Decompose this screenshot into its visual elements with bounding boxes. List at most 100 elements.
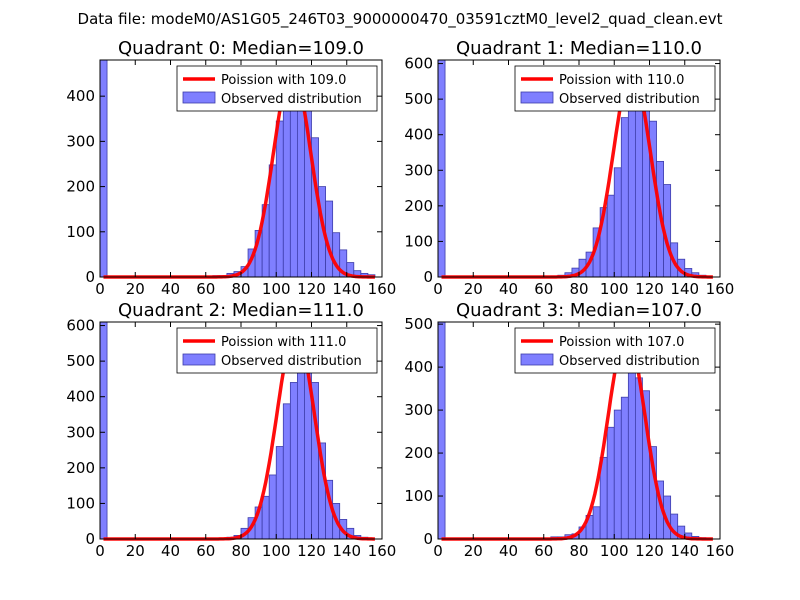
panel-title: Quadrant 2: Median=111.0 [118, 300, 364, 321]
legend-label-fit: Poission with 109.0 [221, 73, 346, 88]
x-tick-label: 60 [196, 542, 215, 560]
legend-box [514, 65, 716, 112]
legend-label-observed: Observed distribution [559, 92, 700, 107]
histogram-bar [437, 59, 446, 278]
x-tick-label: 60 [534, 542, 553, 560]
x-tick-label: 20 [464, 280, 483, 298]
histogram-bar [606, 194, 615, 278]
x-tick-label: 120 [635, 280, 664, 298]
y-tick-label: 0 [423, 268, 433, 286]
x-tick-label: 140 [670, 542, 699, 560]
panel-title: Quadrant 1: Median=110.0 [456, 38, 702, 59]
legend-bar-swatch [182, 353, 216, 366]
x-tick-label: 40 [161, 542, 180, 560]
y-tick-label: 0 [85, 268, 95, 286]
x-tick-label: 40 [499, 542, 518, 560]
x-tick-label: 80 [231, 280, 250, 298]
histogram-bar [620, 396, 629, 540]
x-tick-label: 100 [262, 542, 291, 560]
histogram-bar [282, 403, 291, 540]
legend: Poission with 111.0 Observed distribution [176, 327, 378, 374]
quadrant-1-panel: Quadrant 1: Median=110.0 0 20 40 60 80 100 120 1… [404, 38, 734, 298]
y-tick-label: 500 [66, 352, 95, 370]
legend-box [176, 65, 378, 112]
panel-title: Quadrant 0: Median=109.0 [118, 38, 364, 59]
legend-label-fit: Poission with 110.0 [559, 73, 684, 88]
legend-bar-swatch [182, 91, 216, 104]
x-tick-label: 80 [231, 542, 250, 560]
legend-box [176, 327, 378, 374]
x-tick-label: 40 [499, 280, 518, 298]
histogram-bar [606, 426, 615, 540]
legend-label-observed: Observed distribution [221, 354, 362, 369]
histogram-bar [282, 110, 291, 278]
histogram-bar [275, 446, 284, 540]
y-tick-label: 100 [66, 494, 95, 512]
histogram-bar [275, 120, 284, 278]
y-tick-label: 100 [404, 487, 433, 505]
x-tick-label: 160 [706, 280, 735, 298]
y-tick-label: 200 [66, 178, 95, 196]
quadrant-0-panel: Quadrant 0: Median=109.0 0 20 40 60 80 100 120 1… [66, 38, 396, 298]
legend-box [514, 327, 716, 374]
y-tick-label: 300 [404, 401, 433, 419]
legend: Poission with 110.0 Observed distribution [514, 65, 716, 112]
y-tick-label: 0 [423, 530, 433, 548]
x-tick-label: 160 [368, 542, 397, 560]
histogram-bar [268, 474, 277, 540]
x-tick-label: 80 [569, 280, 588, 298]
quadrant-2-panel: Quadrant 2: Median=111.0 0 20 40 60 80 100 120 1… [66, 300, 396, 560]
x-tick-label: 60 [534, 280, 553, 298]
y-tick-label: 100 [66, 223, 95, 241]
x-tick-label: 120 [635, 542, 664, 560]
x-tick-label: 0 [95, 280, 105, 298]
x-tick-label: 120 [297, 280, 326, 298]
histogram-bar [613, 167, 622, 278]
figure-suptitle: Data file: modeM0/AS1G05_246T03_90000004… [78, 10, 723, 29]
legend-bar-swatch [520, 91, 554, 104]
y-tick-label: 500 [404, 315, 433, 333]
x-tick-label: 0 [433, 542, 443, 560]
x-tick-label: 100 [262, 280, 291, 298]
histogram-bar [613, 409, 622, 540]
y-tick-label: 300 [66, 423, 95, 441]
y-tick-label: 600 [404, 55, 433, 73]
y-tick-label: 100 [404, 232, 433, 250]
y-tick-label: 600 [66, 317, 95, 335]
x-tick-label: 20 [126, 542, 145, 560]
legend-label-observed: Observed distribution [559, 354, 700, 369]
histogram-bar [99, 321, 108, 540]
y-tick-label: 200 [404, 197, 433, 215]
y-tick-label: 300 [404, 161, 433, 179]
y-tick-label: 500 [404, 90, 433, 108]
x-tick-label: 100 [600, 542, 629, 560]
legend-label-fit: Poission with 111.0 [221, 335, 346, 350]
histogram-bar [592, 506, 601, 540]
histogram-bar [627, 88, 636, 278]
panel-title: Quadrant 3: Median=107.0 [456, 300, 702, 321]
y-tick-label: 200 [66, 459, 95, 477]
legend: Poission with 109.0 Observed distribution [176, 65, 378, 112]
x-tick-label: 40 [161, 280, 180, 298]
x-tick-label: 160 [368, 280, 397, 298]
y-tick-label: 200 [404, 444, 433, 462]
x-tick-label: 140 [332, 280, 361, 298]
legend-label-observed: Observed distribution [221, 92, 362, 107]
x-tick-label: 140 [332, 542, 361, 560]
x-tick-label: 20 [126, 280, 145, 298]
legend-label-fit: Poission with 107.0 [559, 335, 684, 350]
y-tick-label: 300 [66, 132, 95, 150]
x-tick-label: 20 [464, 542, 483, 560]
y-tick-label: 400 [404, 126, 433, 144]
histogram-bar [437, 321, 446, 540]
y-tick-label: 400 [404, 358, 433, 376]
x-tick-label: 120 [297, 542, 326, 560]
histogram-bar [289, 382, 298, 540]
x-tick-label: 60 [196, 280, 215, 298]
histogram-bar [99, 59, 108, 278]
x-tick-label: 80 [569, 542, 588, 560]
x-tick-label: 140 [670, 280, 699, 298]
y-tick-label: 0 [85, 530, 95, 548]
x-tick-label: 0 [433, 280, 443, 298]
